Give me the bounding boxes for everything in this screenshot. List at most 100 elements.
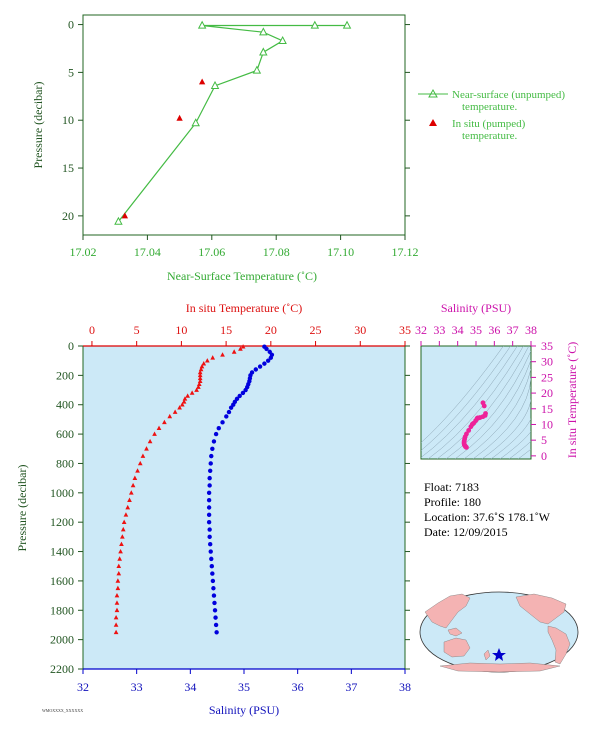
ts-point bbox=[468, 424, 474, 430]
near-surface-x-tick-label: 17.08 bbox=[263, 245, 290, 259]
near-surface-pumped-point bbox=[198, 78, 206, 85]
near-surface-unpumped-point bbox=[197, 20, 207, 29]
map-land-new-zealand bbox=[483, 649, 491, 661]
salinity-point bbox=[212, 600, 217, 606]
near-surface-y-label: Pressure (decibar) bbox=[31, 82, 45, 169]
profile-temperature-tick-label: 35 bbox=[399, 323, 411, 337]
profile-salinity-tick-label: 33 bbox=[131, 680, 143, 694]
profile-temperature-tick-label: 5 bbox=[134, 323, 140, 337]
temperature-point bbox=[123, 512, 129, 517]
temperature-point bbox=[210, 355, 216, 360]
ts-density-contour bbox=[436, 346, 530, 459]
ts-temperature-tick-label: 35 bbox=[541, 339, 553, 353]
map-land-asia bbox=[424, 593, 471, 629]
profile-data bbox=[113, 344, 275, 635]
profile-salinity-tick-label: 32 bbox=[77, 680, 89, 694]
temperature-point bbox=[197, 378, 203, 384]
temperature-point bbox=[201, 361, 207, 366]
salinity-point bbox=[213, 615, 218, 620]
ts-density-contour bbox=[421, 346, 504, 443]
near-surface-x-tick-label: 17.10 bbox=[327, 245, 354, 259]
salinity-point bbox=[213, 622, 219, 628]
profile-salinity-tick-label: 38 bbox=[399, 680, 411, 694]
ts-salinity-tick-label: 34 bbox=[452, 323, 464, 337]
temperature-point bbox=[182, 396, 188, 401]
temperature-point bbox=[198, 366, 204, 372]
float-location-marker bbox=[492, 648, 506, 661]
near-surface-unpumped-point bbox=[191, 118, 200, 127]
temperature-point bbox=[152, 431, 157, 436]
salinity-point bbox=[228, 405, 234, 410]
ts-point bbox=[481, 403, 487, 409]
salinity-point bbox=[207, 483, 212, 488]
temperature-point bbox=[189, 390, 195, 395]
profile-salinity-tick-label: 34 bbox=[184, 680, 196, 694]
temperature-point bbox=[147, 438, 153, 444]
temperature-point bbox=[238, 346, 243, 351]
temperature-point bbox=[199, 363, 205, 369]
salinity-point bbox=[237, 393, 242, 399]
profile-plot-frame bbox=[82, 345, 406, 670]
float-star-marker bbox=[492, 648, 506, 661]
near-surface-unpumped-point bbox=[252, 65, 262, 74]
temperature-point bbox=[179, 402, 185, 407]
near-surface-y-ticks: 0 5 10 15 20 bbox=[62, 18, 410, 223]
legend-line-text: Near-surface (unpumped) bbox=[452, 89, 565, 101]
ts-point bbox=[464, 444, 469, 450]
near-surface-unpumped-point bbox=[210, 80, 220, 89]
profile-pressure-tick-label: 400 bbox=[56, 398, 74, 412]
salinity-point bbox=[243, 387, 248, 393]
salinity-point bbox=[213, 431, 219, 437]
profile-temperature-tick-label: 0 bbox=[89, 323, 95, 337]
ts-plot-frame bbox=[420, 345, 532, 460]
near-surface-unpumped-line bbox=[117, 24, 347, 222]
legend-marker-unpumped bbox=[428, 88, 438, 98]
ts-temperature-tick-label: 25 bbox=[541, 370, 553, 384]
ts-salinity-tick-label: 35 bbox=[470, 323, 482, 337]
profile-pressure-tick-label: 0 bbox=[68, 339, 74, 353]
temperature-point bbox=[117, 556, 123, 561]
near-surface-x-tick-label: 17.02 bbox=[70, 245, 97, 259]
profile-temperature-tick-label: 15 bbox=[220, 323, 232, 337]
profile-temperature-tick-label: 10 bbox=[175, 323, 187, 337]
near-surface-unpumped-point bbox=[342, 20, 352, 29]
profile-salinity-ticks: 32 33 34 35 36 37 38 bbox=[77, 669, 411, 694]
ts-density-contour bbox=[427, 346, 524, 459]
profile-temperature-tick-label: 25 bbox=[310, 323, 322, 337]
salinity-point bbox=[206, 505, 212, 510]
ts-density-contour bbox=[472, 377, 531, 459]
ts-density-contour bbox=[463, 368, 531, 459]
temperature-point bbox=[140, 453, 146, 458]
salinity-point bbox=[216, 426, 221, 431]
ts-salinity-tick-label: 33 bbox=[433, 323, 445, 337]
date: Date: 12/09/2015 bbox=[424, 525, 508, 539]
temperature-point bbox=[194, 387, 199, 392]
ts-data bbox=[461, 400, 488, 450]
salinity-point bbox=[210, 446, 215, 451]
profile-pressure-tick-label: 200 bbox=[56, 368, 74, 382]
profile-number: Profile: 180 bbox=[424, 495, 481, 509]
near-surface-y-tick-label: 10 bbox=[62, 113, 74, 127]
salinity-point bbox=[209, 453, 214, 459]
temperature-point bbox=[135, 468, 140, 473]
salinity-point bbox=[264, 346, 269, 352]
salinity-point bbox=[207, 475, 212, 481]
profile-pressure-ticks: 0 200 400 600 800 1000 1200 1400 1600 1800 2000 220… bbox=[50, 339, 410, 676]
profile-salinity-tick-label: 35 bbox=[238, 680, 250, 694]
salinity-point bbox=[210, 571, 215, 576]
temperature-point bbox=[185, 393, 190, 398]
map-land-north-america bbox=[515, 593, 567, 625]
ts-temperature-tick-label: 0 bbox=[541, 449, 547, 463]
temperature-point bbox=[172, 409, 178, 414]
temperature-point bbox=[113, 615, 119, 620]
near-surface-y-tick-label: 15 bbox=[62, 161, 74, 175]
near-surface-plot-frame bbox=[82, 14, 406, 236]
temperature-point bbox=[114, 592, 120, 598]
temperature-point bbox=[162, 419, 167, 425]
ts-density-contours bbox=[421, 346, 531, 459]
salinity-point bbox=[209, 564, 214, 569]
profile-pressure-tick-label: 1000 bbox=[50, 486, 74, 500]
salinity-point bbox=[207, 542, 213, 547]
